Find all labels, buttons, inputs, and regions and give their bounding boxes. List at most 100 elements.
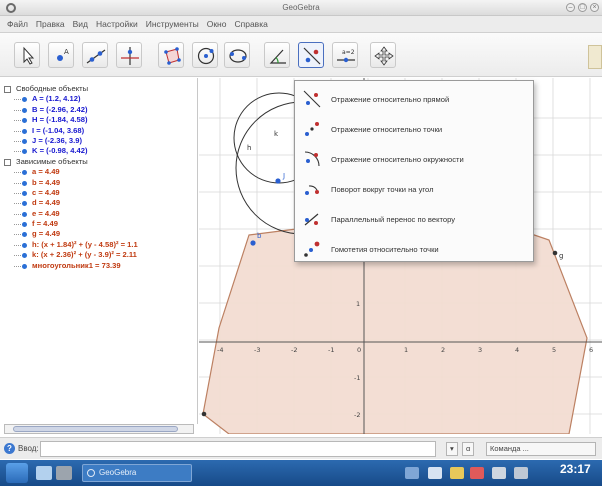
menu-file[interactable]: Файл [7,19,28,29]
visibility-dot-icon[interactable] [22,118,27,124]
visibility-dot-icon[interactable] [22,107,27,113]
menu-item-dilate[interactable]: Гомотетия относительно точки [295,235,533,263]
perpendicular-icon [121,47,139,65]
move-view-tool-button[interactable] [370,42,396,68]
symbol-button[interactable]: ▾ [446,442,458,456]
command-select[interactable]: Команда ... [486,442,596,456]
point-j[interactable] [275,178,281,184]
input-help-icon[interactable]: ? [4,443,15,454]
visibility-dot-icon[interactable] [22,211,27,217]
menu-view[interactable]: Вид [72,19,89,29]
list-item[interactable]: a = 4.49 [0,167,197,177]
list-item[interactable]: h: (x + 1.84)² + (y - 4.58)² = 1.1 [0,240,197,250]
x-tick-label: 1 [404,346,408,354]
list-item[interactable]: d = 4.49 [0,198,197,208]
taskbar-task-geogebra[interactable]: GeoGebra [82,464,192,482]
point-b[interactable] [250,240,256,246]
perpendicular-tool-button[interactable] [116,42,142,68]
visibility-dot-icon[interactable] [22,128,27,134]
graphics-canvas[interactable]: -4 -3 -2 -1 0 1 2 3 4 5 6 1 -1 -2 h k J … [199,78,602,434]
visibility-dot-icon[interactable] [22,242,27,248]
visibility-dot-icon[interactable] [22,180,27,186]
free-objects-header[interactable]: Свободные объекты [0,84,197,94]
alpha-button[interactable]: α [462,442,475,456]
menu-item-rotate[interactable]: Поворот вокруг точки на угол [295,175,533,203]
circle-h-label: h [247,144,251,152]
visibility-dot-icon[interactable] [22,263,27,269]
show-desktop-icon[interactable] [36,466,52,480]
visibility-dot-icon[interactable] [22,253,27,259]
visibility-dot-icon[interactable] [22,170,27,176]
algebra-view: Свободные объекты A = (1.2, 4.12) B = (-… [0,78,198,424]
polygon-vertex[interactable] [201,411,207,417]
visibility-dot-icon[interactable] [22,232,27,238]
menu-item-translate[interactable]: Параллельный перенос по вектору [295,205,533,233]
menu-bar: Файл Правка Вид Настройки Инструменты Ок… [0,16,602,33]
conic-tool-button[interactable] [224,42,250,68]
list-item[interactable]: A = (1.2, 4.12) [0,94,197,104]
collapse-icon[interactable] [4,158,11,166]
reflect-tool-button[interactable] [298,42,324,68]
dependent-objects-header[interactable]: Зависимые объекты [0,157,197,167]
volume-icon[interactable] [492,467,506,479]
menu-item-reflect-line[interactable]: Отражение относительно прямой [295,85,533,113]
polygon-vertex[interactable] [552,250,558,256]
toolbar: A a=2 [0,33,602,77]
list-item[interactable]: J = (-2.36, 3.9) [0,136,197,146]
move-tool-button[interactable] [14,42,40,68]
menu-settings[interactable]: Настройки [96,19,138,29]
visibility-dot-icon[interactable] [22,190,27,196]
menu-window[interactable]: Окно [206,19,227,29]
visibility-dot-icon[interactable] [22,138,27,144]
list-item[interactable]: H = (-1.84, 4.58) [0,115,197,125]
notes-icon[interactable] [450,467,464,479]
updates-icon[interactable] [514,467,528,479]
visibility-dot-icon[interactable] [22,201,27,207]
algebra-horizontal-scrollbar[interactable] [4,424,194,434]
visibility-dot-icon[interactable] [22,222,27,228]
point-j-label: J [282,172,285,180]
point-tool-button[interactable]: A [48,42,74,68]
slider-tool-button[interactable]: a=2 [332,42,358,68]
clock[interactable]: 23:17 [560,462,591,476]
input-field[interactable] [40,441,436,457]
list-item[interactable]: K = (-0.98, 4.42) [0,146,197,156]
minimize-button[interactable]: – [566,3,575,12]
menu-item-reflect-point[interactable]: Отражение относительно точки [295,115,533,143]
battery-icon[interactable] [428,467,442,479]
line-tool-button[interactable] [82,42,108,68]
file-manager-icon[interactable] [56,466,72,480]
list-item[interactable]: k: (x + 2.36)² + (y - 3.9)² = 2.11 [0,250,197,260]
close-button[interactable]: × [590,3,599,12]
maximize-button[interactable]: □ [578,3,587,12]
start-menu-icon[interactable] [6,463,28,483]
graphics-view[interactable]: -4 -3 -2 -1 0 1 2 3 4 5 6 1 -1 -2 h k J … [199,78,602,434]
flag-icon[interactable] [470,467,484,479]
window-title: GeoGebra [282,3,320,12]
toolbar-overflow-handle[interactable] [588,45,602,69]
angle-tool-button[interactable] [264,42,290,68]
list-item[interactable]: I = (-1.04, 3.68) [0,126,197,136]
scrollbar-thumb[interactable] [13,426,178,432]
list-item[interactable]: f = 4.49 [0,219,197,229]
menu-item-reflect-circle[interactable]: Отражение относительно окружности [295,145,533,173]
menu-tools[interactable]: Инструменты [145,19,199,29]
list-item[interactable]: e = 4.49 [0,209,197,219]
list-item[interactable]: c = 4.49 [0,188,197,198]
menu-edit[interactable]: Правка [35,19,65,29]
visibility-dot-icon[interactable] [22,97,27,103]
collapse-icon[interactable] [4,86,11,93]
x-tick-label: 5 [552,346,556,354]
list-item[interactable]: b = 4.49 [0,178,197,188]
polygon-tool-button[interactable] [158,42,184,68]
list-item[interactable]: g = 4.49 [0,229,197,239]
angle-icon [269,49,286,64]
menu-help[interactable]: Справка [234,19,268,29]
list-item[interactable]: B = (-2.96, 2.42) [0,105,197,115]
visibility-dot-icon[interactable] [22,149,27,155]
list-item[interactable]: многоугольник1 = 73.39 [0,261,197,271]
circle-tool-button[interactable] [192,42,218,68]
network-icon[interactable] [405,467,419,479]
y-tick-label: -1 [354,374,360,382]
reflect-icon [303,47,321,65]
